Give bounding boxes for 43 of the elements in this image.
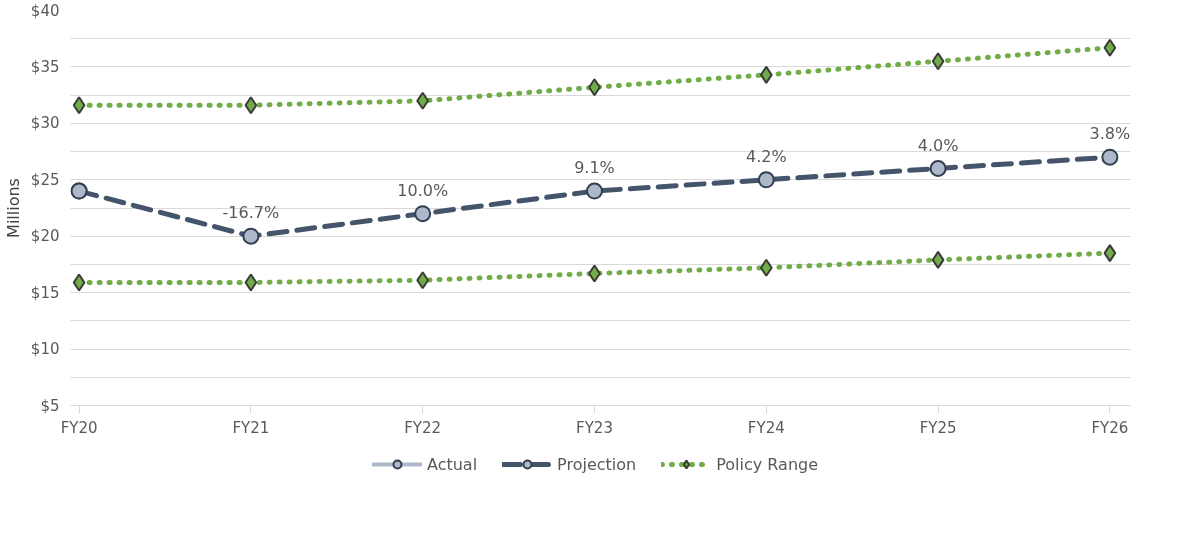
y-tick-label: $40 [30,1,60,20]
y-tick-label: $25 [30,170,60,189]
annotation: -16.7% [222,203,280,223]
y-tick-label: $20 [30,227,60,246]
annotation: 4.2% [745,146,787,166]
point [244,96,258,115]
x-tick-label: FY21 [232,418,270,437]
x-tick-label: FY24 [747,418,785,437]
point [759,65,773,84]
x-tick-label: FY20 [60,418,98,437]
annotation: 4.0% [917,135,959,155]
annotation: 10.0% [397,180,449,200]
point [72,96,86,115]
point [757,171,775,189]
x-tick-label: FY26 [1091,418,1129,437]
point [242,227,260,245]
point [1103,244,1117,263]
x-tick-label: FY25 [919,418,957,437]
point [244,273,258,292]
legend-label: Projection [557,454,637,474]
point [414,205,432,223]
annotation: 9.1% [574,158,615,178]
annotation: 3.8% [1089,124,1131,144]
point [1103,38,1117,57]
legend-label: Policy Range [716,454,819,474]
point [929,160,947,177]
y-tick-label: $10 [30,340,60,359]
point [585,182,603,200]
y-axis-title: Millions [3,178,23,238]
y-tick-label: $5 [40,396,60,415]
y-tick-label: $30 [30,114,60,133]
point [759,258,773,277]
y-tick-label: $15 [30,283,60,302]
point [1101,148,1119,166]
point [416,271,430,290]
x-tick-label: FY23 [576,418,613,437]
x-tick-label: FY22 [404,418,442,437]
point [931,250,945,269]
point [416,91,430,110]
point [72,273,86,292]
legend-label: Actual [426,454,478,474]
y-tick-label: $35 [30,57,60,76]
point [931,52,945,71]
